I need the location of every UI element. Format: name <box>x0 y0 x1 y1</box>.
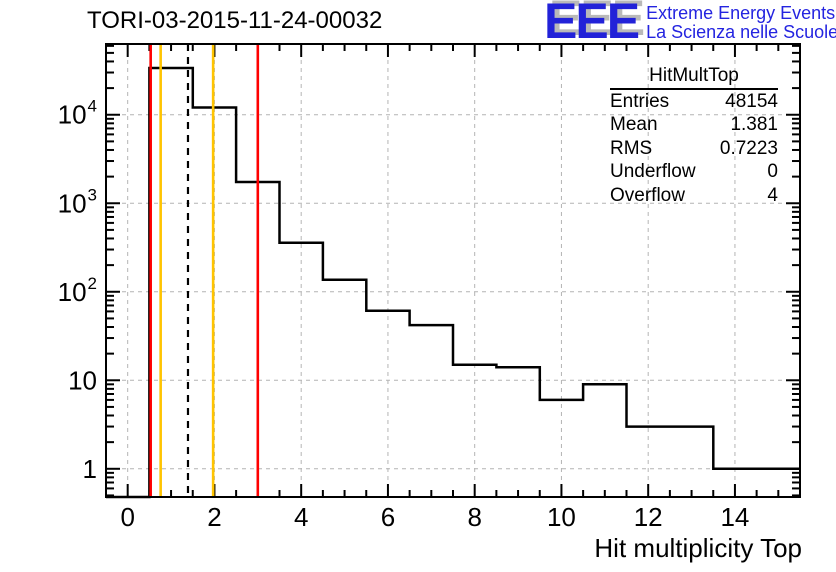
y-tick-label: 104 <box>58 97 97 130</box>
stats-value: 0.7223 <box>719 137 778 159</box>
stats-row-rms: RMS 0.7223 <box>610 137 778 160</box>
y-tick-label: 1 <box>83 454 97 484</box>
page-title: TORI-03-2015-11-24-00032 <box>87 7 383 34</box>
stats-row-overflow: Overflow 4 <box>610 184 778 207</box>
x-tick-label: 4 <box>294 502 308 532</box>
stats-box-title: HitMultTop <box>610 64 778 90</box>
stats-label: Entries <box>610 91 670 112</box>
stats-label: Overflow <box>610 184 685 206</box>
x-tick-label: 8 <box>467 502 481 532</box>
stats-row-entries: Entries 48154 <box>610 90 778 113</box>
x-tick-label: 12 <box>634 502 663 532</box>
y-tick-label: 10 <box>68 365 97 395</box>
stats-box: HitMultTop Entries 48154 Mean 1.381 RMS … <box>610 64 778 207</box>
y-tick-label: 103 <box>58 185 97 218</box>
stats-label: RMS <box>610 137 653 159</box>
eee-logo: EEE Extreme Energy Events La Scienza nel… <box>544 0 836 49</box>
stats-label: Mean <box>610 114 658 136</box>
eee-logo-line2: La Scienza nelle Scuole <box>646 22 836 42</box>
stats-row-mean: Mean 1.381 <box>610 113 778 136</box>
x-tick-label: 6 <box>381 502 395 532</box>
y-tick-label: 102 <box>58 274 97 307</box>
x-axis-title: Hit multiplicity Top <box>594 533 802 563</box>
x-tick-label: 10 <box>547 502 576 532</box>
x-tick-label: 2 <box>207 502 221 532</box>
plot-frame <box>105 43 801 498</box>
stats-label: Underflow <box>610 161 696 183</box>
eee-logo-acronym: EEE <box>544 0 640 49</box>
x-tick-label: 14 <box>720 502 749 532</box>
stats-row-underflow: Underflow 0 <box>610 160 778 183</box>
histogram-step-line <box>106 66 800 499</box>
x-tick-label: 0 <box>120 502 134 532</box>
stats-value: 1.381 <box>730 114 778 136</box>
stats-value: 48154 <box>725 91 778 112</box>
stats-value: 4 <box>767 184 778 206</box>
eee-logo-line1: Extreme Energy Events <box>646 3 836 23</box>
stats-value: 0 <box>767 161 778 183</box>
eee-logo-tagline: Extreme Energy Events La Scienza nelle S… <box>646 4 836 42</box>
